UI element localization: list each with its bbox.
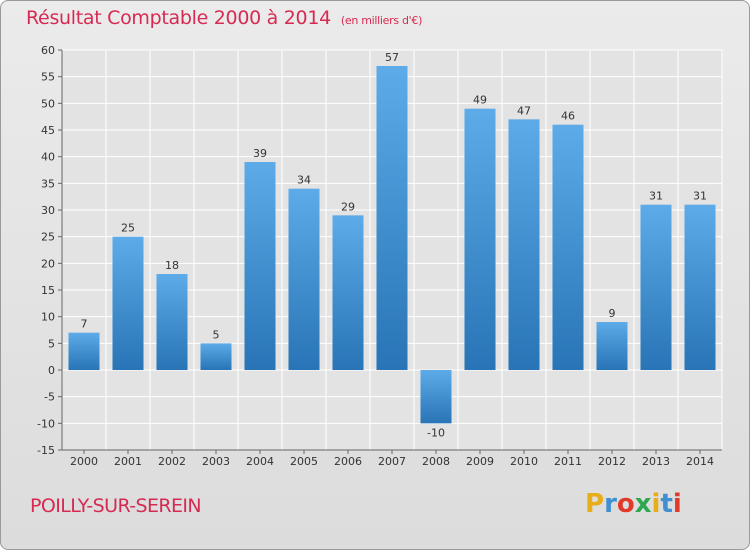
- x-tick-label-2007: 2007: [378, 455, 406, 468]
- y-tick-label: 25: [41, 231, 55, 244]
- data-label-2007: 57: [385, 51, 399, 64]
- y-tick-label: -15: [37, 444, 55, 457]
- x-tick-label-2012: 2012: [598, 455, 626, 468]
- x-tick-label-2011: 2011: [554, 455, 582, 468]
- chart-unit: (en milliers d'€): [340, 14, 423, 27]
- bar-2003: [200, 343, 232, 370]
- logo-letter: x: [634, 489, 652, 519]
- y-tick-label: 50: [41, 97, 55, 110]
- logo-letter: P: [585, 489, 605, 519]
- data-label-2005: 34: [297, 174, 311, 187]
- bar-2008: [420, 370, 452, 424]
- bars: [68, 66, 716, 424]
- y-tick-label: 60: [41, 44, 55, 57]
- bar-2006: [332, 215, 364, 370]
- x-tick-label-2009: 2009: [466, 455, 494, 468]
- data-label-2003: 5: [213, 328, 220, 341]
- data-label-2010: 47: [517, 104, 531, 117]
- y-tick-label: 15: [41, 284, 55, 297]
- bar-2007: [376, 66, 408, 370]
- data-label-2009: 49: [473, 94, 487, 107]
- bar-2002: [156, 274, 188, 370]
- data-label-2008: -10: [427, 426, 445, 439]
- x-tick-label-2006: 2006: [334, 455, 362, 468]
- y-tick-label: 45: [41, 124, 55, 137]
- x-tick-label-2003: 2003: [202, 455, 230, 468]
- y-tick-label: 5: [48, 337, 55, 350]
- x-tick-label-2001: 2001: [114, 455, 142, 468]
- logo-letter: i: [672, 489, 682, 519]
- y-tick-label: 40: [41, 151, 55, 164]
- bar-2014: [684, 204, 716, 370]
- data-label-2002: 18: [165, 259, 179, 272]
- x-tick-label-2002: 2002: [158, 455, 186, 468]
- x-tick-label-2010: 2010: [510, 455, 538, 468]
- bar-2009: [464, 108, 496, 371]
- data-label-2011: 46: [561, 110, 575, 123]
- chart-title-text: Résultat Comptable 2000 à 2014: [26, 7, 331, 29]
- bar-2012: [596, 322, 628, 370]
- y-tick-label: -5: [44, 391, 55, 404]
- logo-letter: i: [651, 489, 661, 519]
- proxiti-logo: Proxiti: [585, 489, 682, 519]
- data-label-2013: 31: [649, 190, 663, 203]
- logo-letter: o: [616, 489, 635, 519]
- logo-letter: r: [604, 489, 617, 519]
- bar-2004: [244, 162, 276, 370]
- x-tick-label-2014: 2014: [686, 455, 714, 468]
- y-tick-label: -10: [37, 417, 55, 430]
- y-tick-label: 55: [41, 71, 55, 84]
- data-label-2001: 25: [121, 222, 135, 235]
- y-tick-label: 10: [41, 311, 55, 324]
- data-label-2000: 7: [81, 318, 88, 331]
- bar-2000: [68, 332, 100, 370]
- logo-letter: t: [660, 489, 673, 519]
- x-tick-label-2000: 2000: [70, 455, 98, 468]
- data-label-2004: 39: [253, 147, 267, 160]
- y-tick-label: 30: [41, 204, 55, 217]
- bar-2011: [552, 124, 584, 371]
- data-label-2014: 31: [693, 190, 707, 203]
- x-tick-label-2005: 2005: [290, 455, 318, 468]
- x-tick-label-2013: 2013: [642, 455, 670, 468]
- bar-2010: [508, 119, 540, 370]
- data-label-2006: 29: [341, 200, 355, 213]
- y-tick-label: 35: [41, 177, 55, 190]
- x-tick-label-2004: 2004: [246, 455, 274, 468]
- chart-title: Résultat Comptable 2000 à 2014 (en millie…: [26, 7, 422, 29]
- y-tick-label: 20: [41, 257, 55, 270]
- bar-2001: [112, 236, 144, 370]
- x-tick-label-2008: 2008: [422, 455, 450, 468]
- data-label-2012: 9: [609, 307, 616, 320]
- bar-2013: [640, 204, 672, 370]
- y-tick-label: 0: [48, 364, 55, 377]
- bar-2005: [288, 188, 320, 370]
- commune-name: POILLY-SUR-SEREIN: [30, 495, 202, 517]
- data-labels: 7 25 18 5 39 34 29 57 -10 49 47 46 9 31 31: [81, 51, 708, 439]
